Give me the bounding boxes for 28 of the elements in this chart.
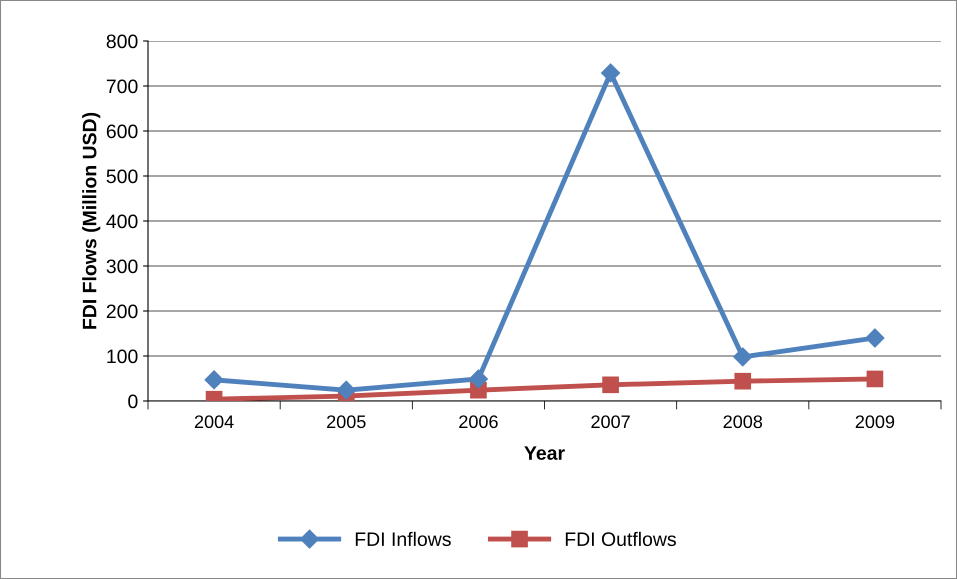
- x-tick-label: 2007: [591, 415, 630, 428]
- y-tick-label: 700: [106, 79, 138, 94]
- point: [601, 63, 620, 82]
- point: [204, 370, 224, 390]
- point: [865, 328, 884, 348]
- y-tick-label: 100: [107, 349, 138, 364]
- legend-label: FDI Inflows: [356, 532, 451, 546]
- x-tick-label: 2006: [459, 415, 498, 428]
- point: [602, 376, 619, 394]
- point: [468, 369, 488, 388]
- y-tick-label: 400: [106, 214, 138, 228]
- legend-label: FDI Outflows: [566, 532, 676, 546]
- y-tick-label: 200: [106, 304, 138, 318]
- y-tick-label: 300: [106, 259, 138, 274]
- x-tick-label: 2008: [724, 415, 762, 428]
- point: [734, 372, 752, 390]
- y-tick-label: 0: [128, 394, 138, 408]
- x-tick-label: 2005: [327, 415, 366, 428]
- y-tick-label: 500: [106, 169, 138, 184]
- x-tick-label: 2009: [856, 415, 894, 428]
- point: [336, 380, 356, 400]
- point: [866, 370, 884, 388]
- x-axis-title: Year: [524, 446, 565, 460]
- x-tick-label: 2004: [194, 415, 234, 428]
- y-tick-label: 600: [106, 124, 138, 138]
- y-tick-label: 800: [106, 34, 138, 48]
- y-axis-title: FDI Flows (Million USD): [82, 112, 100, 329]
- point: [733, 347, 752, 366]
